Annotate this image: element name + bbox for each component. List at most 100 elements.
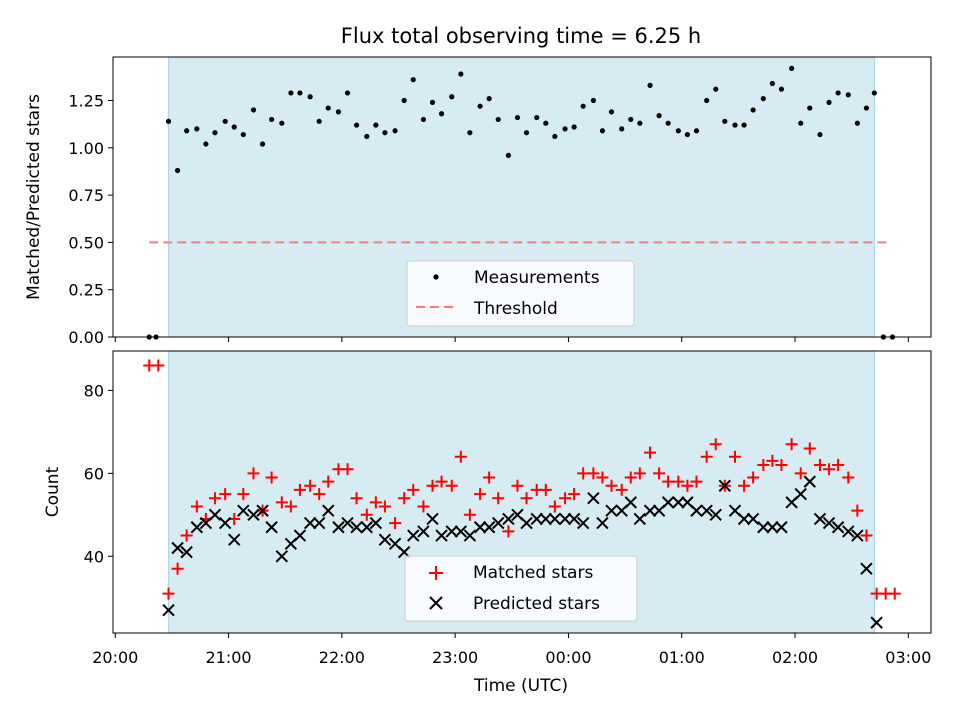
measurement-point	[438, 111, 445, 117]
matched-point	[208, 492, 221, 505]
predicted-point	[218, 516, 232, 530]
legend-matched-label: Matched stars	[473, 563, 593, 583]
predicted-point	[190, 521, 204, 534]
matched-point	[596, 471, 609, 484]
matched-point	[369, 496, 382, 509]
bottom-x-ticks: 20:00 21:00 22:00 23:00 00:00 01:00 02:00 03:00	[92, 633, 931, 667]
matched-point	[559, 492, 572, 505]
matched-points	[143, 359, 901, 600]
predicted-point	[322, 504, 335, 517]
legend-measurements-label: Measurements	[474, 268, 600, 288]
matched-point	[672, 475, 685, 488]
predicted-point	[643, 504, 657, 517]
top-y-tick-label: 0.50	[68, 233, 104, 252]
matched-point	[690, 475, 703, 488]
predicted-point	[332, 521, 345, 534]
measurement-point	[401, 97, 407, 104]
predicted-point	[539, 512, 552, 526]
measurement-point	[259, 141, 266, 147]
measurement-point	[203, 141, 209, 147]
predicted-point	[341, 516, 354, 530]
matched-point	[832, 459, 845, 472]
measurement-point	[449, 94, 455, 100]
measurement-point	[353, 122, 360, 128]
predicted-point	[256, 504, 269, 517]
measurement-point	[798, 120, 804, 126]
matched-point	[502, 525, 515, 538]
matched-point	[633, 467, 646, 480]
predicted-point	[718, 479, 732, 492]
measurement-point	[741, 122, 747, 128]
legend-predicted-label: Predicted stars	[473, 594, 600, 614]
matched-point	[378, 500, 391, 513]
measurement-point	[505, 152, 512, 158]
bottom-legend: Matched stars Predicted stars	[404, 555, 638, 622]
measurement-point	[382, 130, 388, 136]
predicted-point	[794, 487, 807, 501]
matched-point	[152, 359, 165, 372]
measurement-point	[212, 130, 218, 136]
measurement-point	[269, 116, 275, 123]
predicted-point	[463, 529, 477, 542]
measurement-point	[647, 82, 653, 88]
measurement-point	[316, 118, 322, 124]
measurement-point	[665, 120, 671, 126]
legend-measurements-marker	[433, 274, 439, 280]
predicted-points	[162, 475, 883, 629]
measurement-point	[514, 114, 521, 121]
measurement-point	[835, 90, 841, 96]
measurement-point	[684, 131, 691, 138]
legend-matched-marker	[429, 566, 443, 580]
bottom-y-tick-label: 60	[84, 464, 104, 483]
measurement-point	[571, 124, 577, 130]
matched-point	[304, 479, 317, 492]
matched-point	[747, 471, 760, 484]
matched-point	[794, 467, 807, 480]
measurement-point	[608, 109, 615, 115]
bottom-y-axis-label: Count	[43, 466, 63, 517]
measurement-point	[817, 131, 823, 138]
measurement-point	[458, 71, 464, 77]
matched-point	[180, 529, 193, 542]
measurement-point	[279, 120, 285, 126]
measurement-point	[523, 130, 530, 136]
predicted-point	[293, 529, 307, 542]
predicted-point	[596, 516, 609, 530]
bottom-y-ticks: 40 60 80	[84, 381, 113, 566]
measurement-point	[410, 77, 416, 83]
predicted-point	[407, 529, 420, 542]
predicted-point	[831, 521, 845, 534]
matched-point	[662, 475, 675, 488]
matched-point	[474, 488, 487, 501]
top-legend-box	[406, 260, 635, 327]
top-panel: 0.00 0.25 0.50 0.75 1.00 1.25 Matched/Predict…	[24, 56, 932, 347]
measurement-point	[486, 96, 492, 102]
matched-point	[360, 508, 373, 521]
matched-point	[265, 471, 278, 484]
matched-point	[284, 500, 297, 513]
predicted-point	[605, 504, 618, 517]
x-tick-label: 02:00	[772, 648, 818, 667]
top-axes-frame	[112, 56, 932, 338]
matched-point	[587, 467, 600, 480]
top-y-ticks: 0.00 0.25 0.50 0.75 1.00 1.25	[68, 92, 113, 347]
x-tick-label: 23:00	[432, 648, 478, 667]
predicted-point	[860, 562, 873, 575]
measurement-point	[619, 126, 625, 132]
measurement-point	[704, 97, 710, 104]
measurement-point	[174, 167, 181, 174]
matched-point	[539, 483, 552, 496]
x-tick-label: 20:00	[92, 648, 138, 667]
matched-point	[766, 454, 779, 467]
predicted-point	[709, 508, 722, 522]
matched-point	[700, 450, 713, 463]
legend-threshold-label: Threshold	[473, 299, 558, 319]
matched-point	[644, 446, 657, 459]
matched-point	[219, 488, 232, 501]
matched-point	[417, 500, 430, 513]
predicted-point	[822, 516, 836, 530]
predicted-point	[312, 516, 326, 530]
measurement-point	[231, 124, 237, 130]
matched-point	[247, 467, 260, 480]
